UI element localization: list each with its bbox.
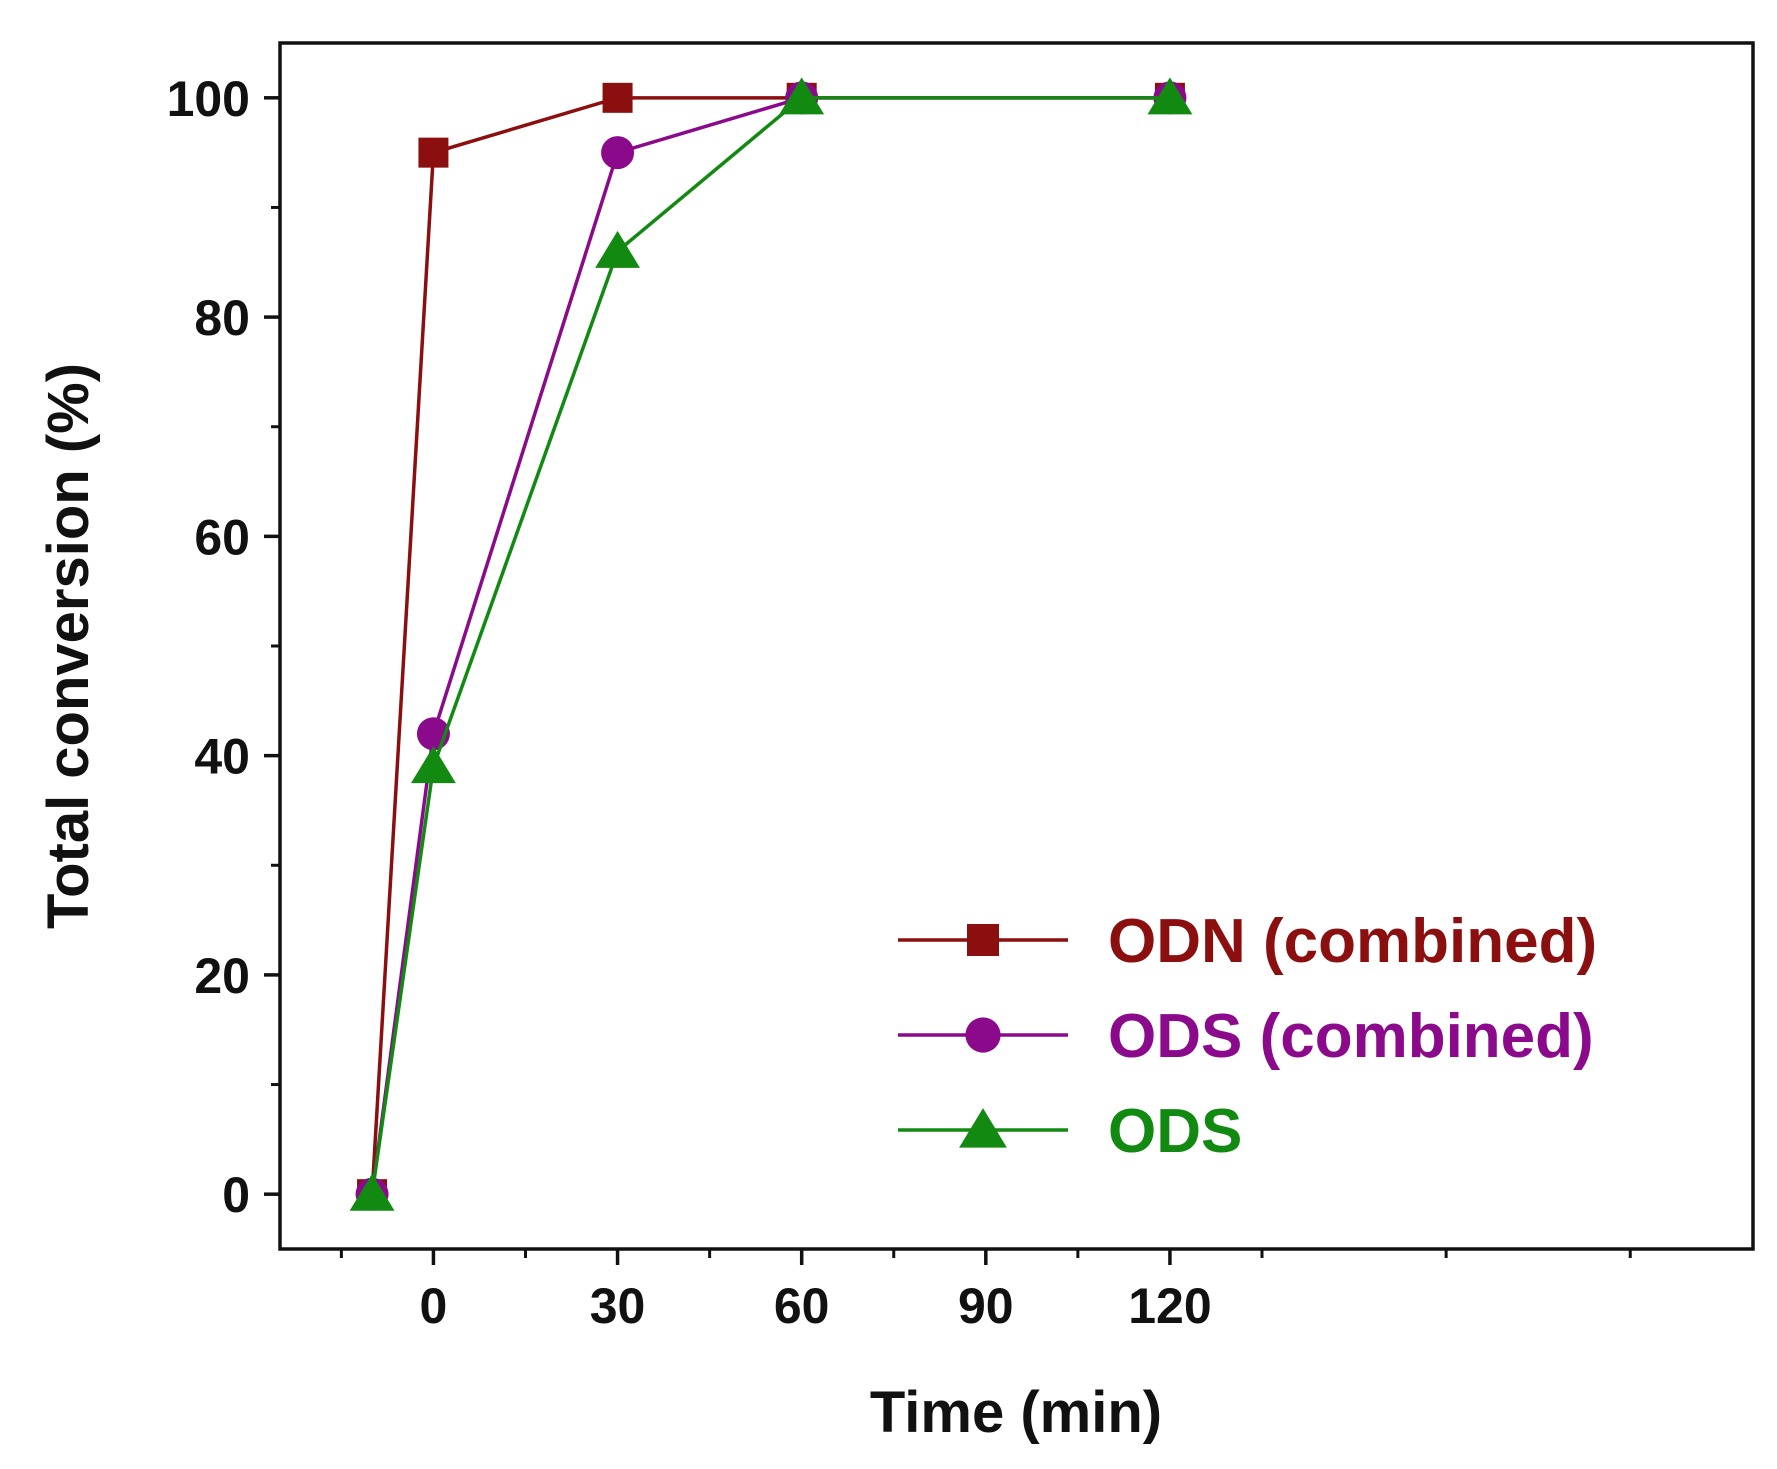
y-tick-label: 0 bbox=[222, 1167, 250, 1223]
legend-label: ODN (combined) bbox=[1108, 907, 1597, 976]
series-2 bbox=[355, 81, 1187, 1211]
legend-label: ODS bbox=[1108, 1097, 1242, 1166]
y-tick-label: 40 bbox=[194, 729, 250, 785]
data-point-circle bbox=[601, 136, 635, 170]
y-tick-label: 80 bbox=[194, 290, 250, 346]
series-layer bbox=[349, 77, 1193, 1211]
y-tick-label: 100 bbox=[167, 71, 250, 127]
legend-item: ODS (combined) bbox=[898, 1002, 1594, 1071]
legend-label: ODS (combined) bbox=[1108, 1002, 1594, 1071]
series-line bbox=[370, 96, 1170, 1195]
data-point-triangle bbox=[349, 1173, 395, 1211]
series-line bbox=[370, 96, 1170, 1195]
legend-item: ODN (combined) bbox=[898, 907, 1597, 976]
data-point-triangle bbox=[595, 230, 640, 268]
data-point-square bbox=[602, 82, 633, 113]
y-axis-label: Total conversion (%) bbox=[36, 363, 101, 929]
series-line bbox=[370, 96, 1170, 1195]
data-point-triangle bbox=[779, 77, 825, 115]
data-point-triangle bbox=[1147, 77, 1193, 115]
x-tick-label: 30 bbox=[590, 1278, 646, 1334]
legend-marker-square bbox=[967, 924, 999, 956]
legend-item: ODS bbox=[898, 1097, 1242, 1166]
x-tick-label: 90 bbox=[958, 1278, 1014, 1334]
legend-marker-circle bbox=[965, 1017, 1001, 1053]
data-point-square bbox=[418, 137, 449, 168]
x-tick-label: 0 bbox=[420, 1278, 448, 1334]
x-tick-label: 120 bbox=[1128, 1278, 1211, 1334]
y-tick-label: 20 bbox=[194, 948, 250, 1004]
series-1 bbox=[357, 82, 1185, 1210]
legend-marker-triangle bbox=[959, 1108, 1007, 1148]
axes: 0 20 40 60 80 100 0 30 60 90 120 bbox=[167, 71, 1632, 1334]
data-point-triangle bbox=[411, 746, 456, 784]
series-3 bbox=[349, 77, 1193, 1211]
x-axis-label: Time (min) bbox=[870, 1380, 1162, 1445]
legend: ODN (combined) ODS (combined) ODS bbox=[898, 907, 1597, 1166]
x-tick-label: 60 bbox=[774, 1278, 830, 1334]
y-tick-label: 60 bbox=[194, 509, 250, 565]
